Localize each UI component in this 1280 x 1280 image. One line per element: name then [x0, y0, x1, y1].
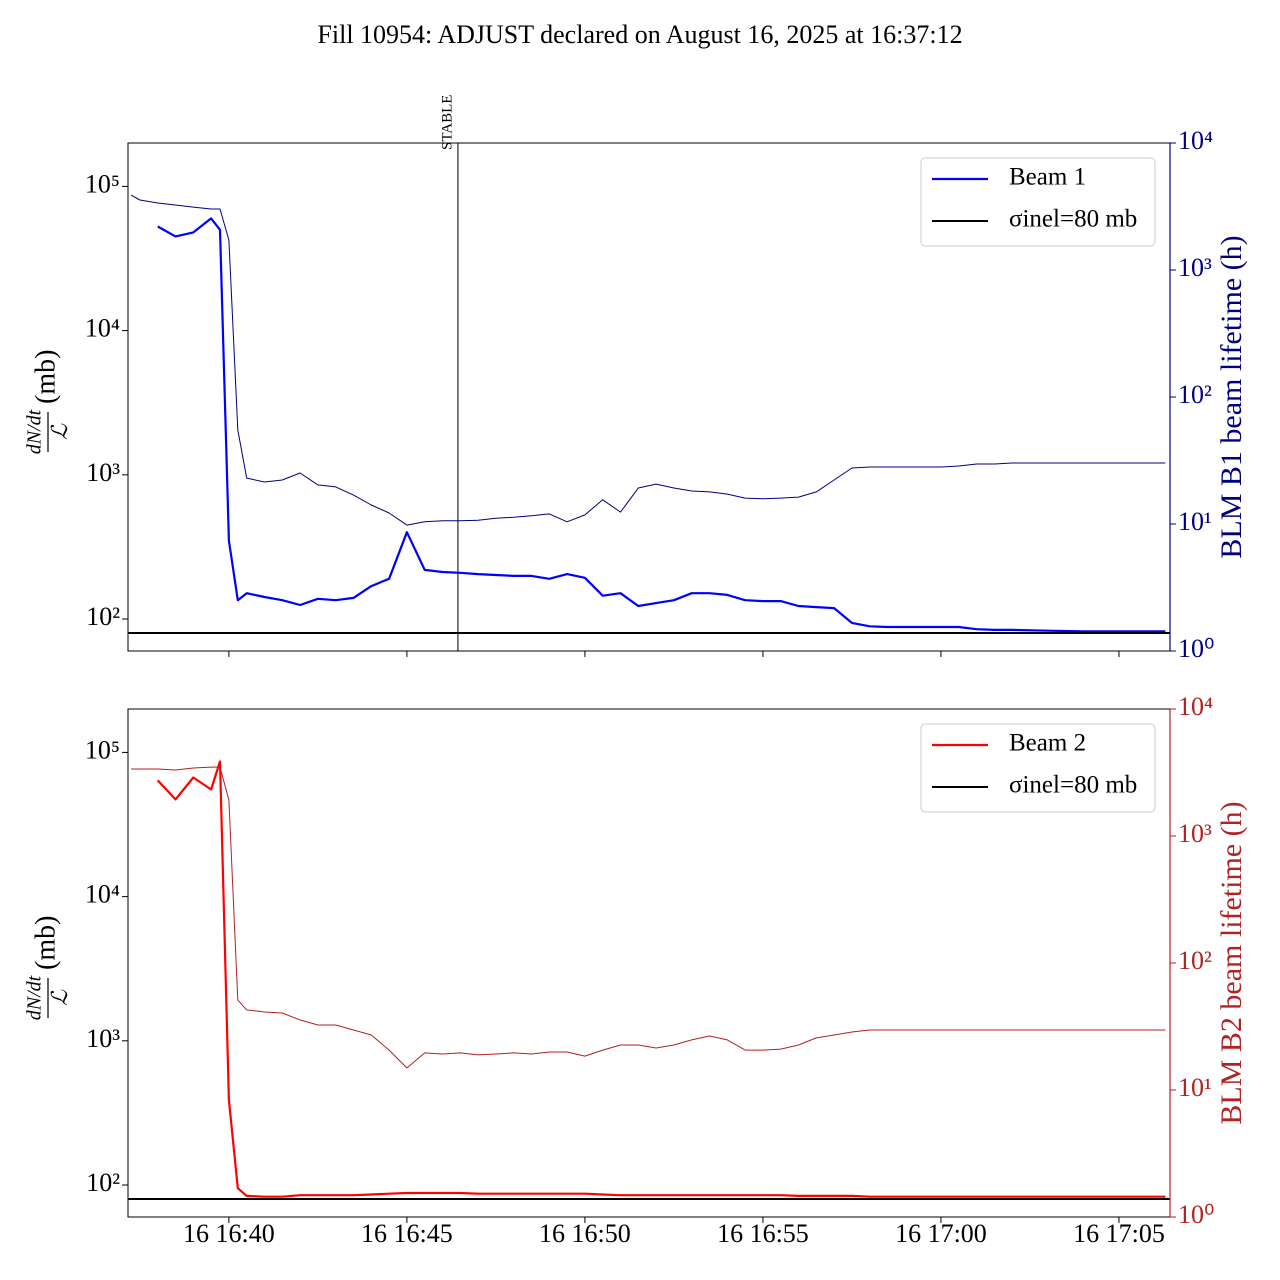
y-label-unit: (mb)	[30, 350, 61, 404]
plot-area	[128, 194, 1170, 634]
y-label-denominator: ℒ	[47, 989, 72, 1006]
y-axis-label: dN/dt ℒ (mb)	[24, 916, 72, 1021]
x-tick-label: 16 16:55	[717, 1219, 809, 1248]
y2-tick-label: 10³	[1178, 819, 1212, 848]
y2-tick-label: 10⁰	[1178, 634, 1214, 663]
x-tick-label: 16 17:05	[1073, 1219, 1165, 1248]
y2-tick-label: 10⁰	[1178, 1200, 1214, 1229]
x-tick-label: 16 16:50	[539, 1219, 631, 1248]
y-label-numerator: dN/dt	[24, 409, 46, 454]
legend-label: Beam 1	[1009, 164, 1086, 191]
lifetime-line	[131, 766, 1166, 1069]
rate-line	[156, 760, 1166, 1198]
x-tick-label: 16 17:00	[895, 1219, 987, 1248]
y2-tick-label: 10¹	[1178, 1073, 1212, 1102]
y-label-unit: (mb)	[30, 916, 61, 970]
x-tick-label: 16 16:40	[183, 1219, 275, 1248]
y2-tick-label: 10²	[1178, 380, 1212, 409]
y2-tick-label: 10³	[1178, 253, 1212, 282]
legend-label: σinel=80 mb	[1009, 206, 1137, 233]
x-tick-label: 16 16:45	[361, 1219, 453, 1248]
y-label-denominator: ℒ	[47, 423, 72, 440]
y-axis-label: dN/dt ℒ (mb)	[24, 350, 72, 455]
plot-area	[128, 760, 1170, 1200]
y2-tick-label: 10⁴	[1178, 692, 1213, 721]
y-tick-label: 10⁴	[85, 314, 120, 343]
y-tick-label: 10⁵	[85, 169, 120, 198]
y-tick-label: 10³	[86, 458, 120, 487]
legend-label: σinel=80 mb	[1009, 772, 1137, 799]
mode-label: STABLE	[439, 95, 455, 150]
figure-title: Fill 10954: ADJUST declared on August 16…	[317, 20, 962, 49]
y-tick-label: 10³	[86, 1024, 120, 1053]
lifetime-line	[130, 194, 1166, 526]
rate-line	[157, 217, 1166, 633]
y-tick-label: 10⁴	[85, 880, 120, 909]
y-label-numerator: dN/dt	[24, 975, 46, 1020]
y-tick-label: 10⁵	[85, 735, 120, 764]
y-tick-label: 10²	[86, 1168, 120, 1197]
legend-label: Beam 2	[1009, 730, 1086, 757]
y2-tick-label: 10¹	[1178, 507, 1212, 536]
y2-axis-label: BLM B1 beam lifetime (h)	[1215, 235, 1248, 558]
y2-axis-label: BLM B2 beam lifetime (h)	[1215, 801, 1248, 1124]
y-tick-label: 10²	[86, 602, 120, 631]
y2-tick-label: 10⁴	[1178, 126, 1213, 155]
y2-tick-label: 10²	[1178, 946, 1212, 975]
